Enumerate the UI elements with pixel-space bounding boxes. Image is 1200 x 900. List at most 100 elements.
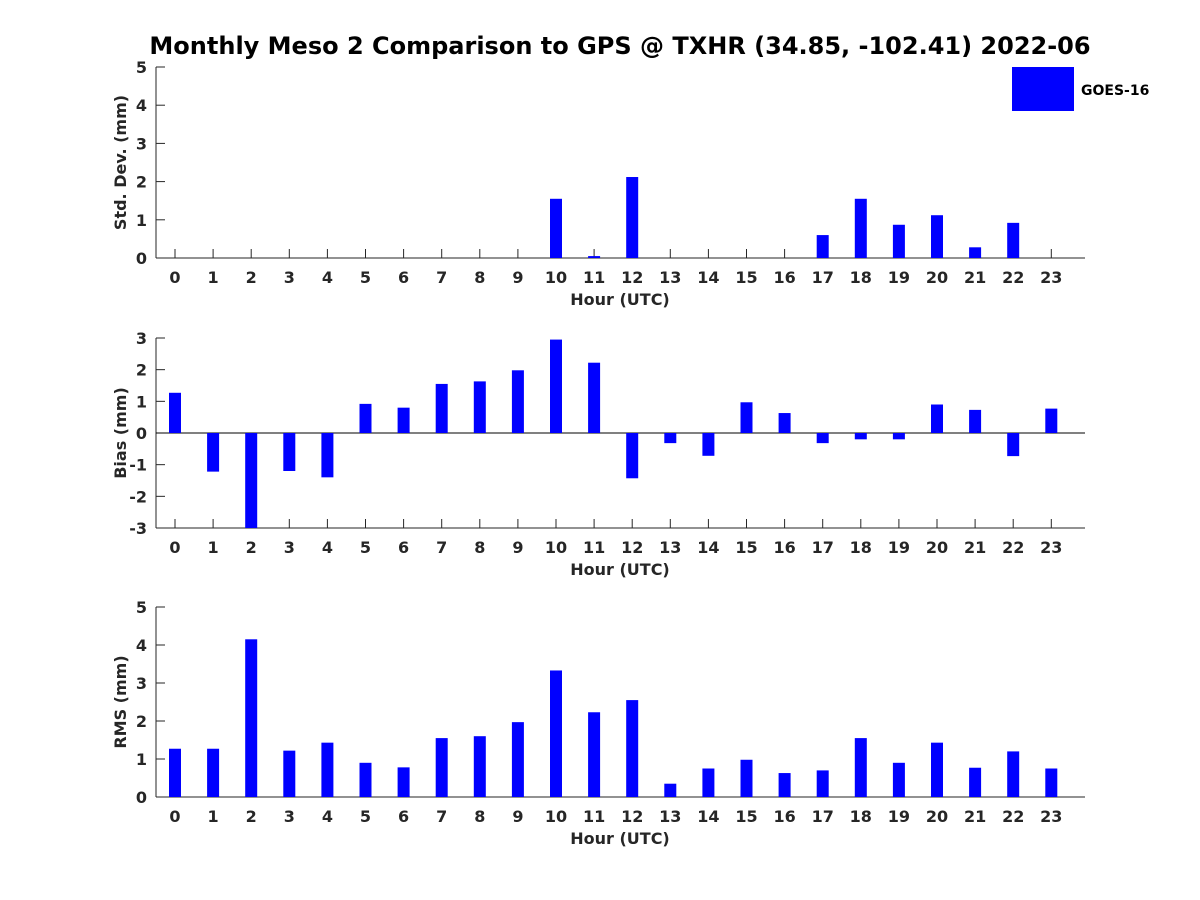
x-tick-label: 14: [697, 807, 719, 826]
x-tick-label: 8: [474, 538, 485, 557]
bar: [321, 433, 334, 478]
x-tick-label: 5: [360, 538, 371, 557]
x-tick-label: 19: [888, 268, 910, 287]
x-tick-label: 19: [888, 538, 910, 557]
bar: [588, 362, 601, 433]
x-tick-label: 23: [1040, 807, 1062, 826]
bar: [969, 247, 982, 258]
x-tick-label: 18: [850, 538, 872, 557]
x-tick-label: 12: [621, 807, 643, 826]
bar: [588, 712, 601, 797]
y-tick-label: 2: [136, 173, 147, 192]
x-tick-label: 1: [208, 268, 219, 287]
x-tick-label: 23: [1040, 268, 1062, 287]
x-tick-label: 14: [697, 538, 719, 557]
y-tick-label: 5: [136, 598, 147, 617]
bar: [969, 409, 982, 433]
x-tick-label: 22: [1002, 268, 1024, 287]
bar: [245, 433, 258, 528]
bar: [740, 402, 753, 433]
y-axis-label: Bias (mm): [111, 387, 130, 479]
x-tick-label: 1: [208, 807, 219, 826]
x-tick-label: 7: [436, 807, 447, 826]
x-tick-label: 17: [812, 268, 834, 287]
x-tick-label: 8: [474, 268, 485, 287]
legend-label: GOES-16: [1081, 83, 1149, 99]
x-tick-label: 20: [926, 807, 948, 826]
x-tick-label: 3: [284, 807, 295, 826]
x-tick-label: 2: [246, 807, 257, 826]
x-axis-label: Hour (UTC): [570, 290, 670, 309]
x-tick-label: 8: [474, 807, 485, 826]
y-tick-label: 5: [136, 58, 147, 77]
x-tick-label: 11: [583, 807, 605, 826]
x-tick-label: 0: [169, 807, 180, 826]
bar: [664, 783, 677, 797]
bar: [626, 177, 639, 258]
bar: [511, 370, 524, 433]
x-tick-label: 7: [436, 268, 447, 287]
x-tick-label: 9: [512, 807, 523, 826]
bar: [740, 759, 753, 797]
bar: [931, 404, 943, 433]
bar: [207, 433, 220, 472]
x-tick-label: 4: [322, 807, 333, 826]
x-tick-label: 4: [322, 538, 333, 557]
x-tick-label: 15: [735, 538, 757, 557]
bar: [854, 198, 867, 258]
x-tick-label: 3: [284, 538, 295, 557]
y-tick-label: 2: [136, 361, 147, 380]
x-tick-label: 21: [964, 268, 986, 287]
bar: [1045, 408, 1058, 433]
bar: [473, 736, 486, 797]
x-tick-label: 16: [773, 268, 795, 287]
x-tick-label: 22: [1002, 807, 1024, 826]
x-tick-label: 13: [659, 538, 681, 557]
x-tick-label: 17: [812, 538, 834, 557]
x-tick-label: 9: [512, 538, 523, 557]
x-tick-label: 20: [926, 538, 948, 557]
x-tick-label: 4: [322, 268, 333, 287]
x-tick-label: 22: [1002, 538, 1024, 557]
bar: [169, 748, 181, 797]
bar: [816, 433, 829, 444]
chart-title: Monthly Meso 2 Comparison to GPS @ TXHR …: [149, 32, 1090, 60]
x-tick-label: 11: [583, 538, 605, 557]
bar: [854, 738, 867, 797]
x-tick-label: 13: [659, 268, 681, 287]
x-tick-label: 5: [360, 268, 371, 287]
x-tick-label: 10: [545, 268, 567, 287]
x-tick-label: 6: [398, 268, 409, 287]
bar: [664, 433, 677, 444]
x-tick-label: 5: [360, 807, 371, 826]
bar: [626, 700, 639, 797]
x-tick-label: 7: [436, 538, 447, 557]
bar: [245, 639, 258, 797]
y-tick-label: 2: [136, 712, 147, 731]
bar: [435, 383, 448, 433]
y-tick-label: 3: [136, 674, 147, 693]
x-tick-label: 2: [246, 538, 257, 557]
bar: [816, 770, 829, 797]
bar: [854, 433, 867, 440]
x-tick-label: 9: [512, 268, 523, 287]
x-axis-label: Hour (UTC): [570, 829, 670, 848]
bar: [892, 433, 905, 440]
bar: [511, 722, 524, 797]
x-tick-label: 6: [398, 807, 409, 826]
x-axis-label: Hour (UTC): [570, 560, 670, 579]
x-tick-label: 0: [169, 538, 180, 557]
x-tick-label: 1: [208, 538, 219, 557]
bar: [169, 392, 181, 433]
x-tick-label: 15: [735, 807, 757, 826]
x-tick-label: 14: [697, 268, 719, 287]
y-tick-label: -3: [129, 519, 147, 538]
y-tick-label: 3: [136, 134, 147, 153]
x-tick-label: 12: [621, 268, 643, 287]
y-tick-label: 1: [136, 211, 147, 230]
x-tick-label: 21: [964, 807, 986, 826]
y-tick-label: 4: [136, 96, 147, 115]
